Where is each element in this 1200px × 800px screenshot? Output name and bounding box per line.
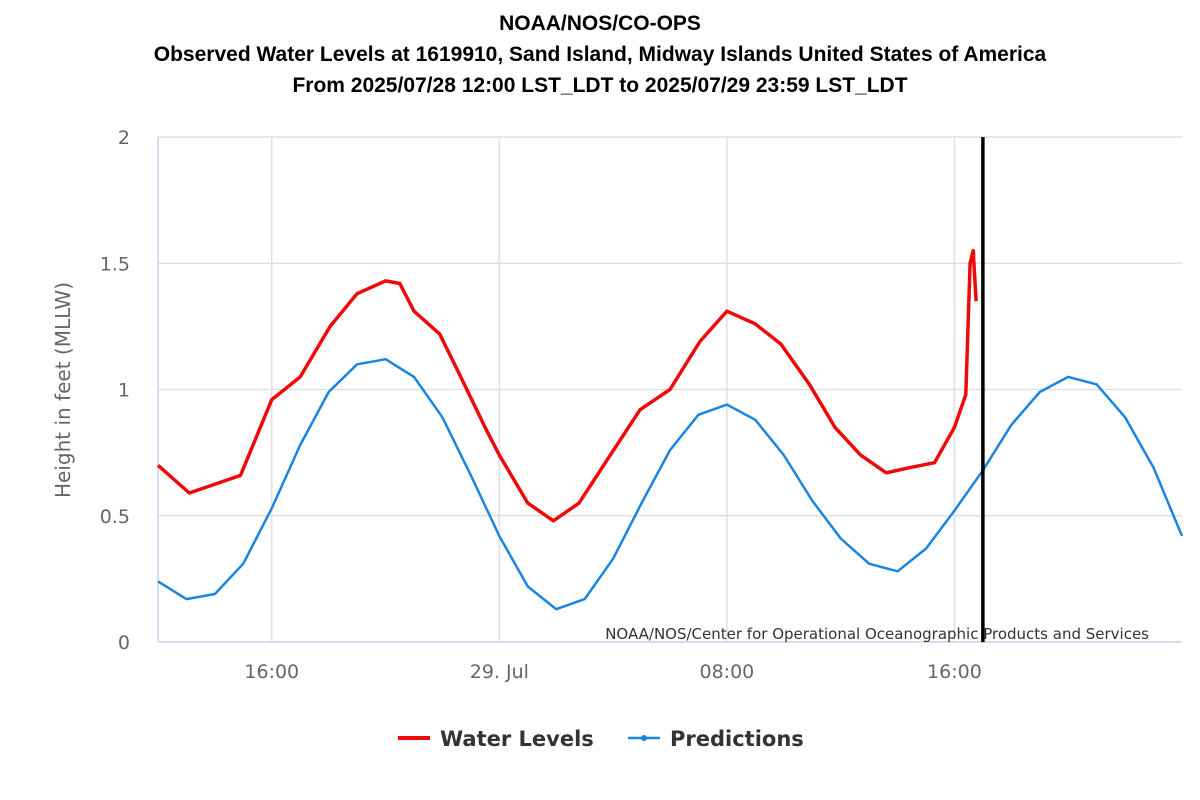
- series-line: [157, 357, 1184, 611]
- legend-symbol: [641, 735, 647, 741]
- chart-title: NOAA/NOS/CO-OPS: [499, 12, 701, 35]
- credits: NOAA/NOS/Center for Operational Oceanogr…: [605, 625, 1149, 643]
- y-tick-label: 0: [118, 632, 130, 654]
- x-tick-label: 29. Jul: [470, 661, 529, 683]
- x-tick-label: 08:00: [700, 661, 755, 683]
- x-tick-label: 16:00: [927, 661, 982, 683]
- y-tick-label: 2: [118, 127, 130, 149]
- legend-label: Water Levels: [440, 727, 594, 751]
- chart-subtitle: Observed Water Levels at 1619910, Sand I…: [154, 43, 1047, 66]
- series-line: [156, 248, 978, 523]
- x-tick-label: 16:00: [244, 661, 299, 683]
- y-tick-label: 1: [118, 380, 130, 402]
- chart-subtitle: From 2025/07/28 12:00 LST_LDT to 2025/07…: [292, 74, 907, 97]
- y-tick-label: 0.5: [100, 506, 130, 528]
- y-axis-label: Height in feet (MLLW): [51, 282, 75, 498]
- y-tick-label: 1.5: [100, 253, 130, 275]
- legend-label: Predictions: [670, 727, 804, 751]
